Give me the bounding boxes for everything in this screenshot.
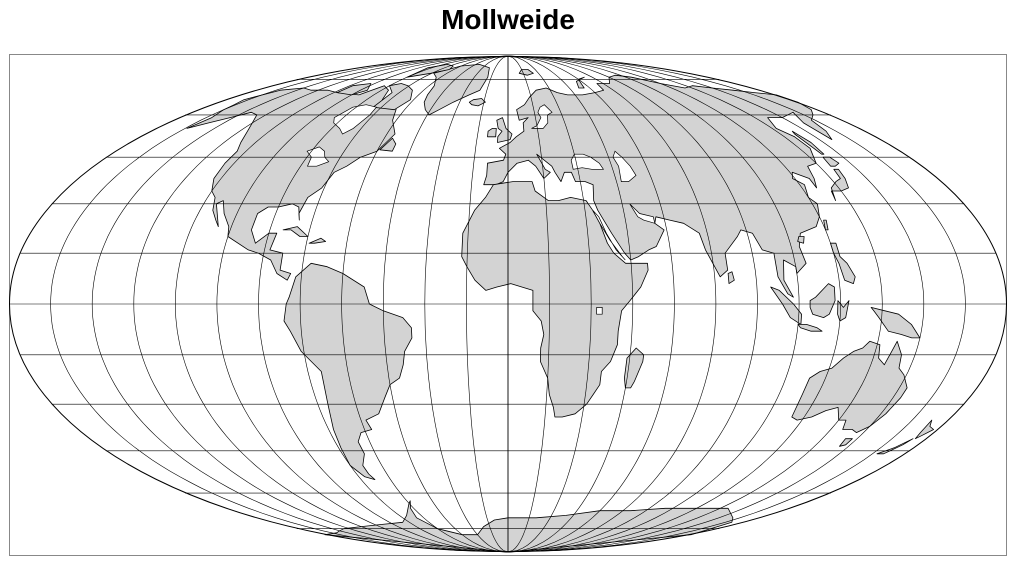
land-new-guinea bbox=[870, 307, 921, 339]
water-red-sea bbox=[592, 210, 626, 261]
map-outline bbox=[9, 56, 1007, 552]
land-hokkaido bbox=[822, 156, 840, 167]
land-victoria-island bbox=[336, 83, 372, 96]
land-australia bbox=[791, 340, 908, 433]
land-hainan bbox=[797, 236, 805, 244]
land-japan bbox=[830, 168, 849, 201]
water-baltic-sea bbox=[531, 104, 553, 129]
land-new-zealand-north bbox=[914, 419, 934, 440]
land-sulawesi bbox=[837, 300, 850, 322]
land-masses bbox=[186, 64, 934, 553]
land-hispaniola bbox=[308, 237, 326, 244]
map-title: Mollweide bbox=[441, 4, 575, 35]
water-lake-victoria bbox=[596, 307, 603, 315]
land-newfoundland bbox=[379, 137, 397, 152]
world-map bbox=[9, 55, 1007, 553]
water-hudson-bay bbox=[333, 104, 378, 135]
land-antarctica bbox=[324, 500, 734, 553]
land-cuba bbox=[282, 226, 309, 237]
land-ellesmere bbox=[406, 64, 454, 78]
land-iceland bbox=[468, 98, 486, 107]
water-great-lakes bbox=[306, 146, 330, 167]
land-svalbard bbox=[518, 69, 534, 76]
land-new-zealand-south bbox=[876, 438, 914, 455]
land-sri-lanka bbox=[727, 271, 735, 284]
land-sumatra bbox=[770, 286, 802, 325]
graticule bbox=[9, 55, 1007, 553]
land-ireland bbox=[487, 128, 497, 138]
land-novaya-zemlya bbox=[576, 76, 585, 89]
land-java bbox=[797, 324, 823, 332]
land-madagascar bbox=[624, 347, 645, 389]
land-tasmania bbox=[839, 438, 853, 447]
land-borneo bbox=[809, 283, 836, 318]
land-sakhalin bbox=[791, 130, 825, 155]
land-europe-asia bbox=[483, 74, 833, 298]
land-taiwan bbox=[823, 219, 829, 231]
land-philippines bbox=[830, 242, 856, 284]
water-persian-gulf bbox=[629, 203, 656, 224]
land-great-britain bbox=[496, 117, 513, 143]
